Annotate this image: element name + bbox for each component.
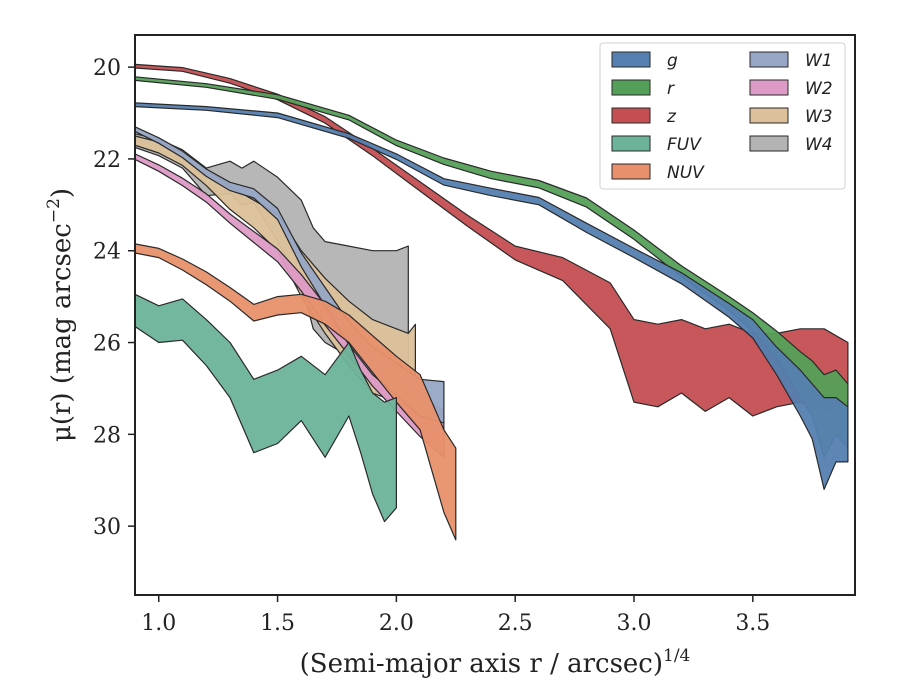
x-tick-label: 2.5 [498,611,533,636]
legend-swatch-w1 [749,51,789,68]
legend-label-w1: W1 [805,51,833,71]
x-axis-ticks: 1.0 1.5 2.0 2.5 3.0 3.5 [141,595,770,636]
legend-swatch-w3 [749,107,789,124]
legend-label-r: r [667,79,675,99]
y-tick-label: 26 [93,332,121,357]
band-nuv [135,243,457,541]
y-tick-label: 22 [93,148,121,173]
x-tick-label: 2.0 [379,611,414,636]
x-axis-label-superscript: 1/4 [663,646,690,666]
y-tick-label: 20 [93,56,121,81]
legend-label-g: g [667,51,678,71]
profile-bands [135,63,849,541]
y-tick-label: 24 [93,240,121,265]
x-axis-label: (Semi-major axis r / arcsec)1/4 [300,646,691,679]
legend-swatch-g [611,51,651,68]
legend-label-z: z [666,107,677,127]
y-axis-label: μ(r) (mag arcsec−2) [44,188,77,442]
x-tick-label: 3.0 [617,611,652,636]
legend-swatch-nuv [611,163,651,180]
plot-frame [134,34,856,596]
legend-label-w2: W2 [805,79,833,99]
x-tick-label: 1.0 [141,611,176,636]
legend-label-w3: W3 [805,107,833,127]
x-tick-label: 3.5 [735,611,770,636]
legend-swatch-w2 [749,79,789,96]
legend-label-nuv: NUV [667,163,705,183]
legend-swatch-fuv [611,135,651,152]
legend-swatch-z [611,107,651,124]
band-g [135,102,849,490]
y-tick-label: 30 [93,515,121,540]
legend-swatch-r [611,79,651,96]
legend-label-fuv: FUV [667,135,702,155]
legend: grz FUV NUV W1 W2 W3 W4 [599,42,846,190]
y-tick-label: 28 [93,423,121,448]
band-fuv [135,293,397,523]
x-tick-label: 1.5 [260,611,295,636]
y-axis-ticks: 20 22 24 26 28 30 [93,56,135,540]
legend-swatch-w4 [749,135,789,152]
y-axis-label-superscript: −2 [44,198,64,223]
legend-label-w4: W4 [805,135,833,155]
